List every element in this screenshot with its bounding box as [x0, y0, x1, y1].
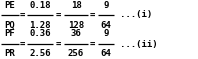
- Text: 0.36: 0.36: [29, 30, 51, 39]
- Text: =: =: [55, 11, 61, 20]
- Text: =: =: [89, 39, 95, 48]
- Text: 2.56: 2.56: [29, 50, 51, 59]
- Text: =: =: [19, 39, 25, 48]
- Text: =: =: [89, 11, 95, 20]
- Text: PQ: PQ: [5, 20, 15, 30]
- Text: =: =: [19, 11, 25, 20]
- Text: 0.18: 0.18: [29, 0, 51, 9]
- Text: 9: 9: [103, 30, 109, 39]
- Text: ...(ii): ...(ii): [120, 39, 158, 48]
- Text: 256: 256: [68, 50, 84, 59]
- Text: 1.28: 1.28: [29, 20, 51, 30]
- Text: 9: 9: [103, 0, 109, 9]
- Text: PE: PE: [5, 0, 15, 9]
- Text: 18: 18: [71, 0, 81, 9]
- Text: 128: 128: [68, 20, 84, 30]
- Text: 36: 36: [71, 30, 81, 39]
- Text: =: =: [55, 39, 61, 48]
- Text: 64: 64: [101, 50, 111, 59]
- Text: 64: 64: [101, 20, 111, 30]
- Text: ...(i): ...(i): [120, 11, 152, 20]
- Text: PR: PR: [5, 50, 15, 59]
- Text: PF: PF: [5, 30, 15, 39]
